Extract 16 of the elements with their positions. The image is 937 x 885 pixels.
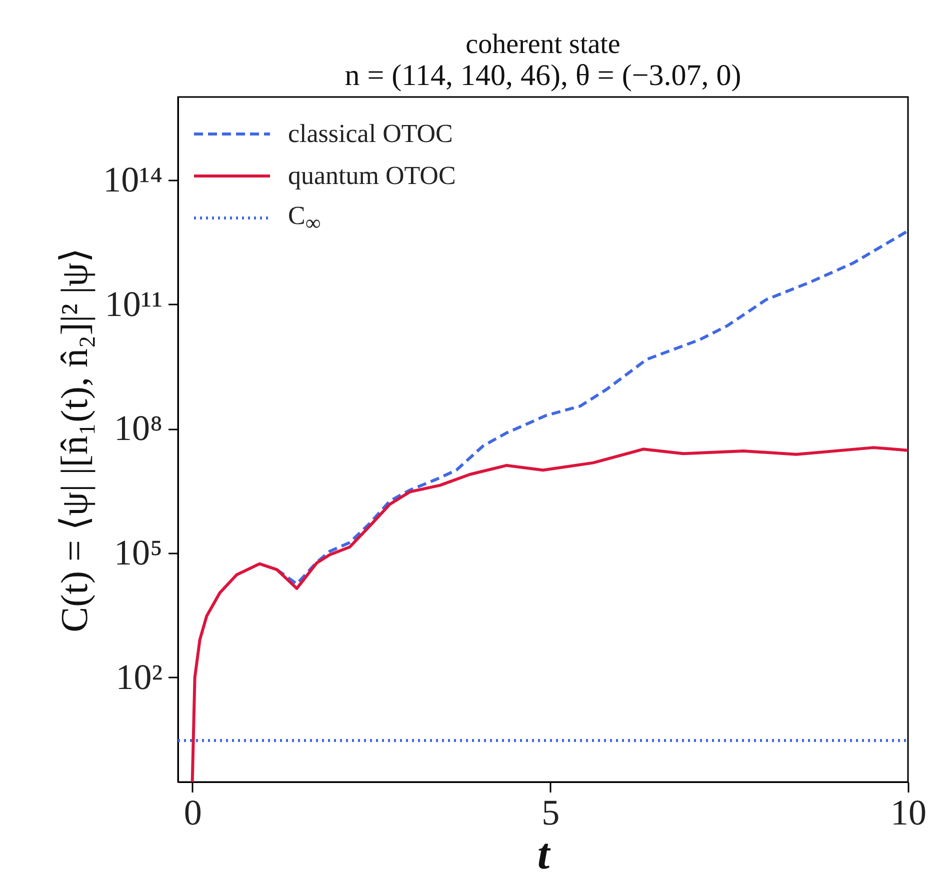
- legend-label: classical OTOC: [288, 118, 453, 150]
- x-tick-label: 10: [890, 792, 926, 832]
- legend-label: C$_{∞}$: [288, 200, 321, 236]
- x-tick-label: 5: [542, 792, 560, 832]
- x-axis-title: t: [537, 830, 552, 878]
- y-tick-label: 10¹¹: [104, 284, 162, 324]
- y-tick-label: 10²: [116, 656, 162, 697]
- line-series: [190, 446, 908, 782]
- y-axis-title: C(t) = ⟨ψ| |[n̂₁(t), n̂₂]|² |ψ⟩: [54, 248, 96, 632]
- chart-title: coherent state: [466, 29, 620, 60]
- y-tick-label: 10⁵: [114, 532, 162, 573]
- y-tick-label: 10¹⁴: [103, 159, 162, 200]
- legend-label: quantum OTOC: [288, 160, 456, 192]
- chart-subtitle: n = (114, 140, 46), θ = (−3.07, 0): [344, 59, 742, 92]
- x-tick-label: 0: [184, 792, 202, 832]
- y-tick-label: 10⁸: [114, 408, 162, 448]
